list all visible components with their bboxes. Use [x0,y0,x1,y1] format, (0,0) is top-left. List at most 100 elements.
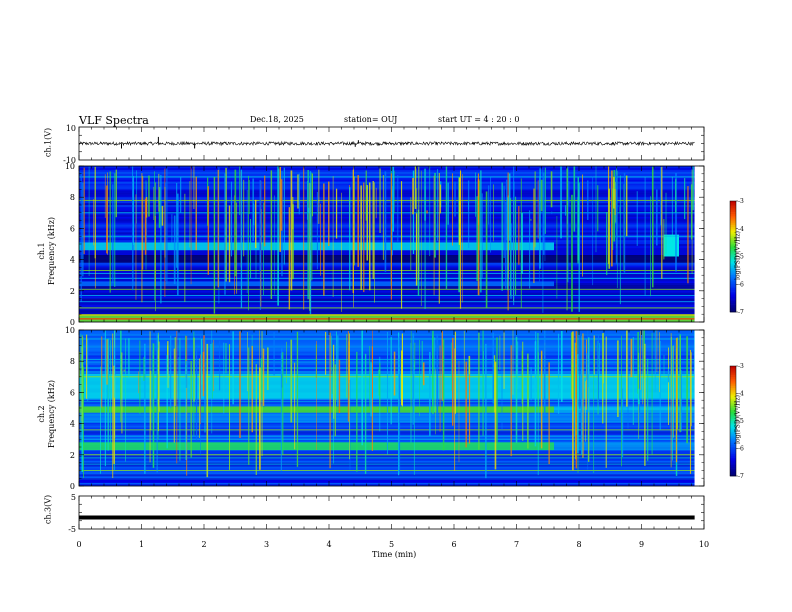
x-tick-label: 10 [699,540,709,549]
frequency-row [79,304,695,307]
colorbar-tick-label: -3 [738,198,744,205]
frequency-row [79,177,695,180]
frequency-row [79,468,695,471]
colorbar-step [730,228,736,231]
colorbar-step [730,432,736,435]
colorbar-step [730,397,736,400]
colorbar-step [730,384,736,387]
colorbar-step [730,278,736,281]
frequency-row [79,415,695,419]
colorbar-step [730,276,736,279]
frequency-row [79,413,695,417]
colorbar-step [730,448,736,451]
frequency-row [79,450,695,454]
colorbar-step [730,417,736,420]
colorbar-step [730,263,736,267]
ch2-colorbar-label: log(PSD)(V²/Hz) [734,395,742,444]
colorbar-step [730,439,736,442]
colorbar-step [730,373,736,376]
frequency-row [79,185,695,188]
colorbar-step [730,245,736,248]
y-tick-label: 10 [65,162,75,171]
frequency-row [79,267,695,270]
frequency-row [79,230,695,233]
frequency-row [79,470,695,473]
frequency-row [79,419,695,422]
frequency-row [79,212,695,216]
frequency-row [79,345,695,348]
y-tick-label: 8 [70,357,75,366]
colorbar-step [730,426,736,429]
colorbar-tick-label: -4 [738,391,744,398]
frequency-row [79,306,695,309]
spectral-band [79,242,554,251]
frequency-row [79,173,695,177]
colorbar-step [730,201,736,204]
frequency-row [79,206,695,210]
colorbar-step [730,411,736,414]
frequency-row [79,265,695,268]
colorbar-step [730,289,736,292]
colorbar-step [730,393,736,396]
station-label: station= OUJ [344,115,398,124]
frequency-row [79,288,695,292]
x-tick-label: 4 [326,540,331,549]
ch1-signal-trace [78,140,695,147]
spectral-band [554,406,695,413]
x-tick-label: 7 [514,540,519,549]
colorbar-step [730,254,736,257]
colorbar-step [730,468,736,471]
frequency-row [79,226,695,229]
colorbar-step [730,300,736,304]
frequency-row [79,370,695,374]
colorbar-tick-label: -5 [738,418,744,425]
x-tick-label: 1 [139,540,144,549]
frequency-row [79,210,695,214]
date-label: Dec.18, 2025 [250,115,304,124]
y-tick-label: -5 [68,525,76,534]
frequency-row [79,179,695,182]
frequency-row [79,203,695,206]
frequency-row [79,437,695,440]
colorbar-step [730,310,736,313]
frequency-row [79,208,695,212]
colorbar-step [730,452,736,455]
colorbar-step [730,284,736,287]
ch1-colorbar: -3 -4 -5 -6 -7 [729,198,744,316]
frequency-row [79,339,695,342]
spectral-band [79,281,554,287]
frequency-row [79,195,695,198]
frequency-row [79,402,695,405]
y-tick-label: 10 [65,326,75,335]
colorbar-step [730,408,736,411]
colorbar-step [730,252,736,255]
frequency-row [79,478,695,481]
frequency-row [79,330,695,333]
colorbar-tick-label: -6 [738,281,744,288]
colorbar-step [730,262,736,265]
y-tick-label: 5 [71,493,76,502]
colorbar-step [730,371,736,374]
colorbar-step [730,454,736,457]
frequency-row [79,349,695,352]
colorbar-step [730,382,736,385]
frequency-row [79,310,695,313]
colorbar-step [730,217,736,220]
colorbar-step [730,400,736,403]
frequency-row [79,189,695,192]
frequency-row [79,398,695,401]
colorbar-step [730,399,736,402]
frequency-row [79,439,695,442]
spectral-band [79,314,695,322]
colorbar-step [730,306,736,309]
frequency-row [79,234,695,237]
colorbar-step [730,232,736,235]
colorbar-step [730,389,736,392]
frequency-row [79,333,695,337]
colorbar-step [730,455,736,458]
frequency-row [79,404,695,407]
colorbar-tick-label: -5 [738,254,744,261]
x-tick-label: 3 [264,540,269,549]
colorbar-step [730,446,736,449]
colorbar-step [730,287,736,291]
